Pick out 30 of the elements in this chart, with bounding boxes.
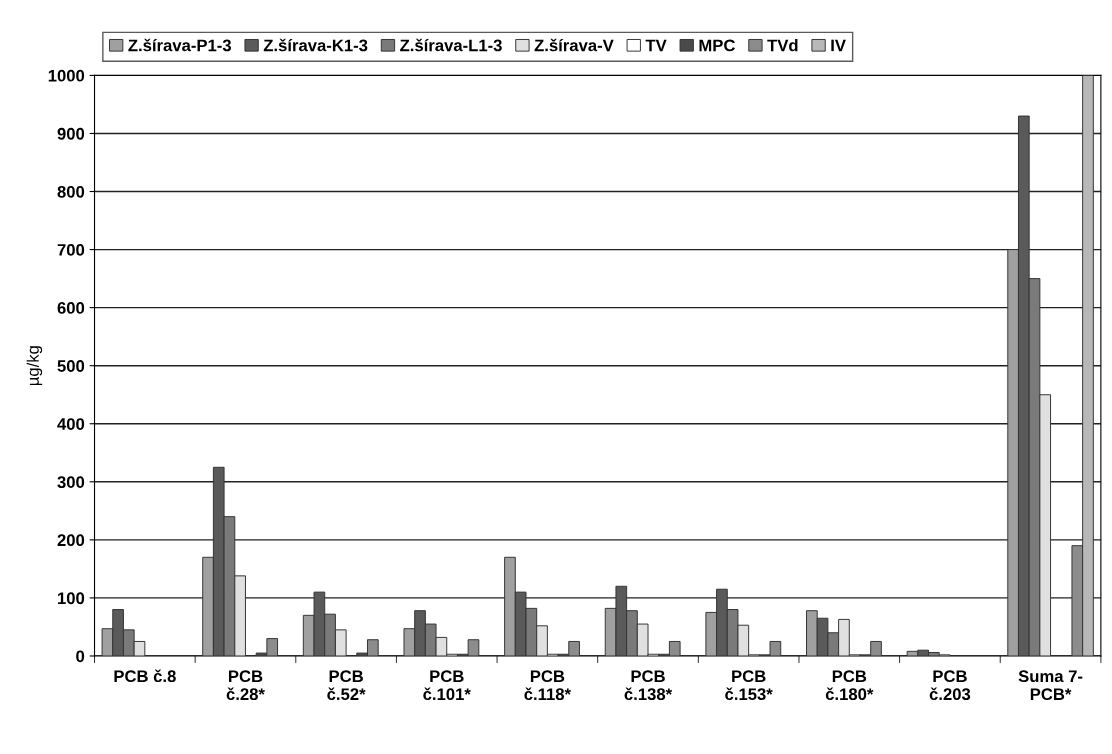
y-tick-label: 800 — [57, 185, 85, 198]
x-tick-label: PCB č.8 — [114, 669, 176, 683]
x-tick-label: PCB č.180* — [825, 670, 874, 701]
y-tick-label: 700 — [57, 243, 85, 256]
x-tick-label: PCB č.28* — [226, 670, 265, 701]
x-tick-label: PCB č.118* — [524, 670, 571, 701]
legend-label: MPC — [699, 39, 735, 52]
y-tick-label: 900 — [57, 127, 85, 140]
legend-label: Z.šírava-K1-3 — [263, 38, 368, 52]
y-tick-label: 0 — [76, 650, 85, 663]
y-tick-label: 1000 — [48, 69, 85, 82]
y-tick-label: 500 — [57, 360, 85, 372]
x-tick-label: PCB č.138* — [624, 670, 673, 701]
y-tick-label: 300 — [57, 476, 85, 489]
x-tick-label: PCB č.153* — [725, 670, 773, 701]
y-tick-label: 400 — [57, 418, 85, 430]
legend-label: TV — [645, 39, 667, 52]
x-tick-label: Suma 7- PCB* — [1018, 670, 1083, 701]
legend-label: Z.šírava-P1-3 — [128, 38, 232, 52]
legend-label: Z.šírava-V — [534, 38, 614, 52]
legend-label: IV — [831, 39, 846, 52]
y-tick-label: 200 — [57, 534, 85, 547]
y-axis-title: µg/kg — [26, 346, 43, 386]
x-tick-label: PCB č.203 — [929, 670, 971, 701]
legend-label: TVd — [767, 39, 798, 52]
y-tick-label: 100 — [58, 592, 85, 605]
x-tick-label: PCB č.52* — [327, 670, 366, 701]
y-tick-label: 600 — [57, 302, 85, 314]
x-tick-label: PCB č.101* — [423, 670, 471, 701]
legend-label: Z.šírava-L1-3 — [400, 38, 502, 52]
